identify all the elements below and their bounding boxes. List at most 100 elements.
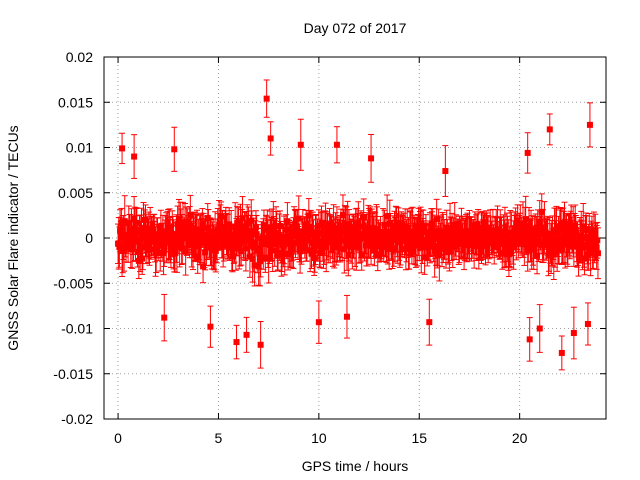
data-point [455,240,462,247]
data-point [394,231,401,238]
data-point [219,231,226,238]
data-point [372,231,379,238]
data-point [323,232,330,239]
data-point [471,225,478,232]
data-point [384,213,391,220]
data-point [222,224,229,231]
data-point [426,319,433,326]
data-point [592,233,599,240]
data-point [576,245,583,252]
data-point [263,234,270,241]
data-point [309,229,316,236]
data-point [364,240,371,247]
data-point [264,224,271,231]
data-point [549,237,556,244]
data-point [463,228,470,235]
data-point [585,244,592,251]
data-point [586,239,593,246]
data-point [161,247,168,254]
data-point [307,223,314,230]
data-point [305,232,312,239]
data-point [378,240,385,247]
data-point [305,212,312,219]
data-point [386,220,393,227]
data-point [530,244,537,251]
data-point [266,242,273,249]
data-point [238,228,245,235]
data-point [230,237,237,244]
data-point [303,236,310,243]
data-point [347,239,354,246]
data-point [558,349,565,356]
data-point [130,238,137,245]
y-tick-label: 0.005 [58,185,93,201]
data-point [310,239,317,246]
data-point [374,226,381,233]
data-point [444,234,451,241]
data-point [131,153,138,160]
data-point [308,250,315,257]
data-point [178,236,185,243]
data-point [318,219,325,226]
data-point [203,244,210,251]
data-point [443,225,450,232]
data-point [333,141,340,148]
data-point [218,234,225,241]
data-point [568,223,575,230]
data-point [159,242,166,249]
data-point [375,231,382,238]
data-point [477,239,484,246]
data-point [390,245,397,252]
data-point [137,236,144,243]
data-point [459,231,466,238]
data-point [243,331,250,338]
data-point [552,240,559,247]
data-point [135,257,142,264]
data-point [504,235,511,242]
data-point [528,232,535,239]
data-point [344,220,351,227]
data-point [222,227,229,234]
data-point [532,241,539,248]
data-point [123,244,130,251]
data-point [186,229,193,236]
data-point [534,252,541,259]
data-point [238,247,245,254]
data-point [503,231,510,238]
data-point [262,254,269,261]
axis-ticks: 0 5 10 15 20 -0.02 -0.015 -0.01 -0.005 0 0.005 0.01… [53,49,606,446]
data-point [562,227,569,234]
data-point [558,220,565,227]
data-point [475,231,482,238]
data-point [250,243,257,250]
data-point [350,233,357,240]
data-point [471,242,478,249]
data-point [257,341,264,348]
data-point [243,226,250,233]
data-point [151,238,158,245]
data-point [495,239,502,246]
data-point [526,336,533,343]
data-point [280,242,287,249]
data-point [424,242,431,249]
data-point [319,238,326,245]
data-point [255,263,262,270]
data-point [129,244,136,251]
data-point [370,225,377,232]
data-point [442,168,449,175]
y-tick-label: -0.02 [61,411,93,427]
data-point [393,226,400,233]
data-point [522,222,529,229]
y-tick-label: 0 [85,230,93,246]
data-point [283,226,290,233]
data-point [550,251,557,258]
data-point [252,239,259,246]
data-point [536,218,543,225]
data-point [561,219,568,226]
data-point [339,237,346,244]
data-point [404,225,411,232]
data-point [251,262,258,269]
data-point [496,235,503,242]
data-point [299,228,306,235]
data-point [214,237,221,244]
